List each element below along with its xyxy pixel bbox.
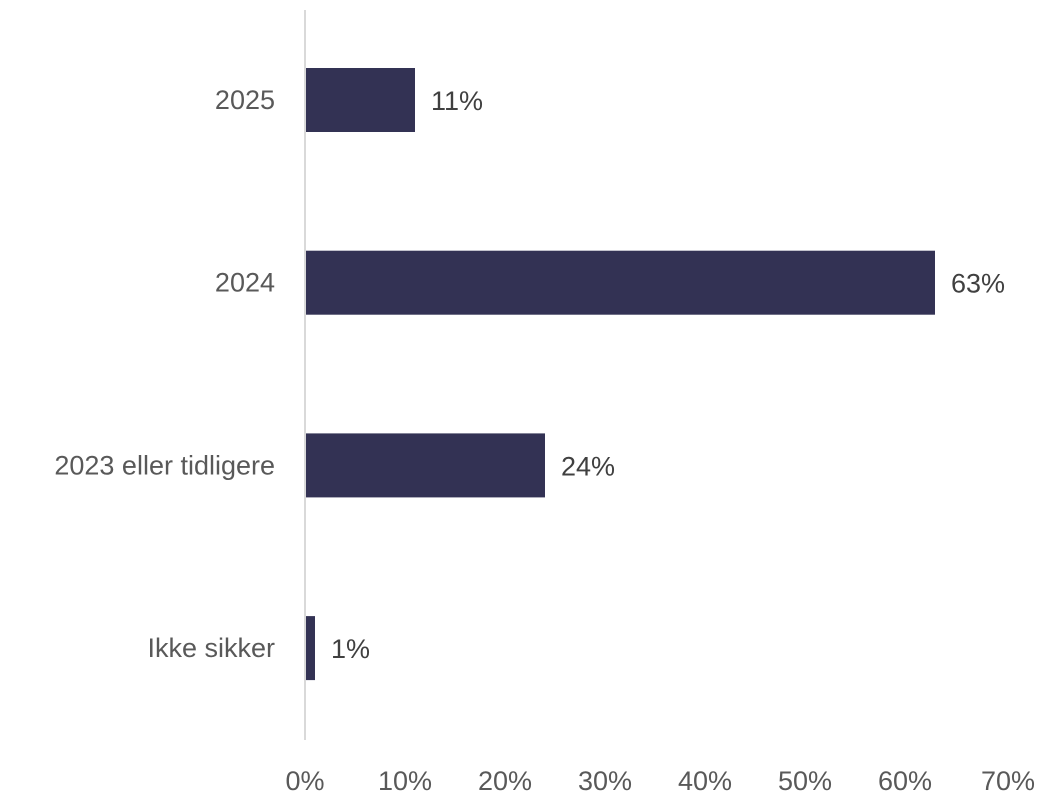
bar xyxy=(306,68,415,132)
category-labels: 2025 2024 2023 eller tidligere Ikke sikker xyxy=(54,85,275,663)
x-tick-label: 60% xyxy=(878,766,932,795)
bar xyxy=(306,433,545,498)
x-tick-label: 40% xyxy=(678,766,732,795)
x-axis-tick-labels: 0% 10% 20% 30% 40% 50% 60% 70% xyxy=(285,766,1035,795)
bars-layer xyxy=(306,68,935,681)
data-label: 11% xyxy=(431,86,483,116)
x-tick-label: 30% xyxy=(578,766,632,795)
data-labels: 11% 63% 24% 1% xyxy=(331,86,1005,664)
x-tick-label: 10% xyxy=(378,766,432,795)
bar xyxy=(306,250,935,315)
x-tick-label: 20% xyxy=(478,766,532,795)
category-label: 2023 eller tidligere xyxy=(54,450,275,480)
x-tick-label: 50% xyxy=(778,766,832,795)
bar xyxy=(306,616,315,681)
x-tick-label: 70% xyxy=(981,766,1035,795)
category-label: 2025 xyxy=(215,85,275,115)
category-label: Ikke sikker xyxy=(147,633,275,663)
category-label: 2024 xyxy=(215,268,275,298)
data-label: 24% xyxy=(561,451,615,481)
data-label: 63% xyxy=(951,269,1005,299)
data-label: 1% xyxy=(331,634,370,664)
x-tick-label: 0% xyxy=(285,766,324,795)
